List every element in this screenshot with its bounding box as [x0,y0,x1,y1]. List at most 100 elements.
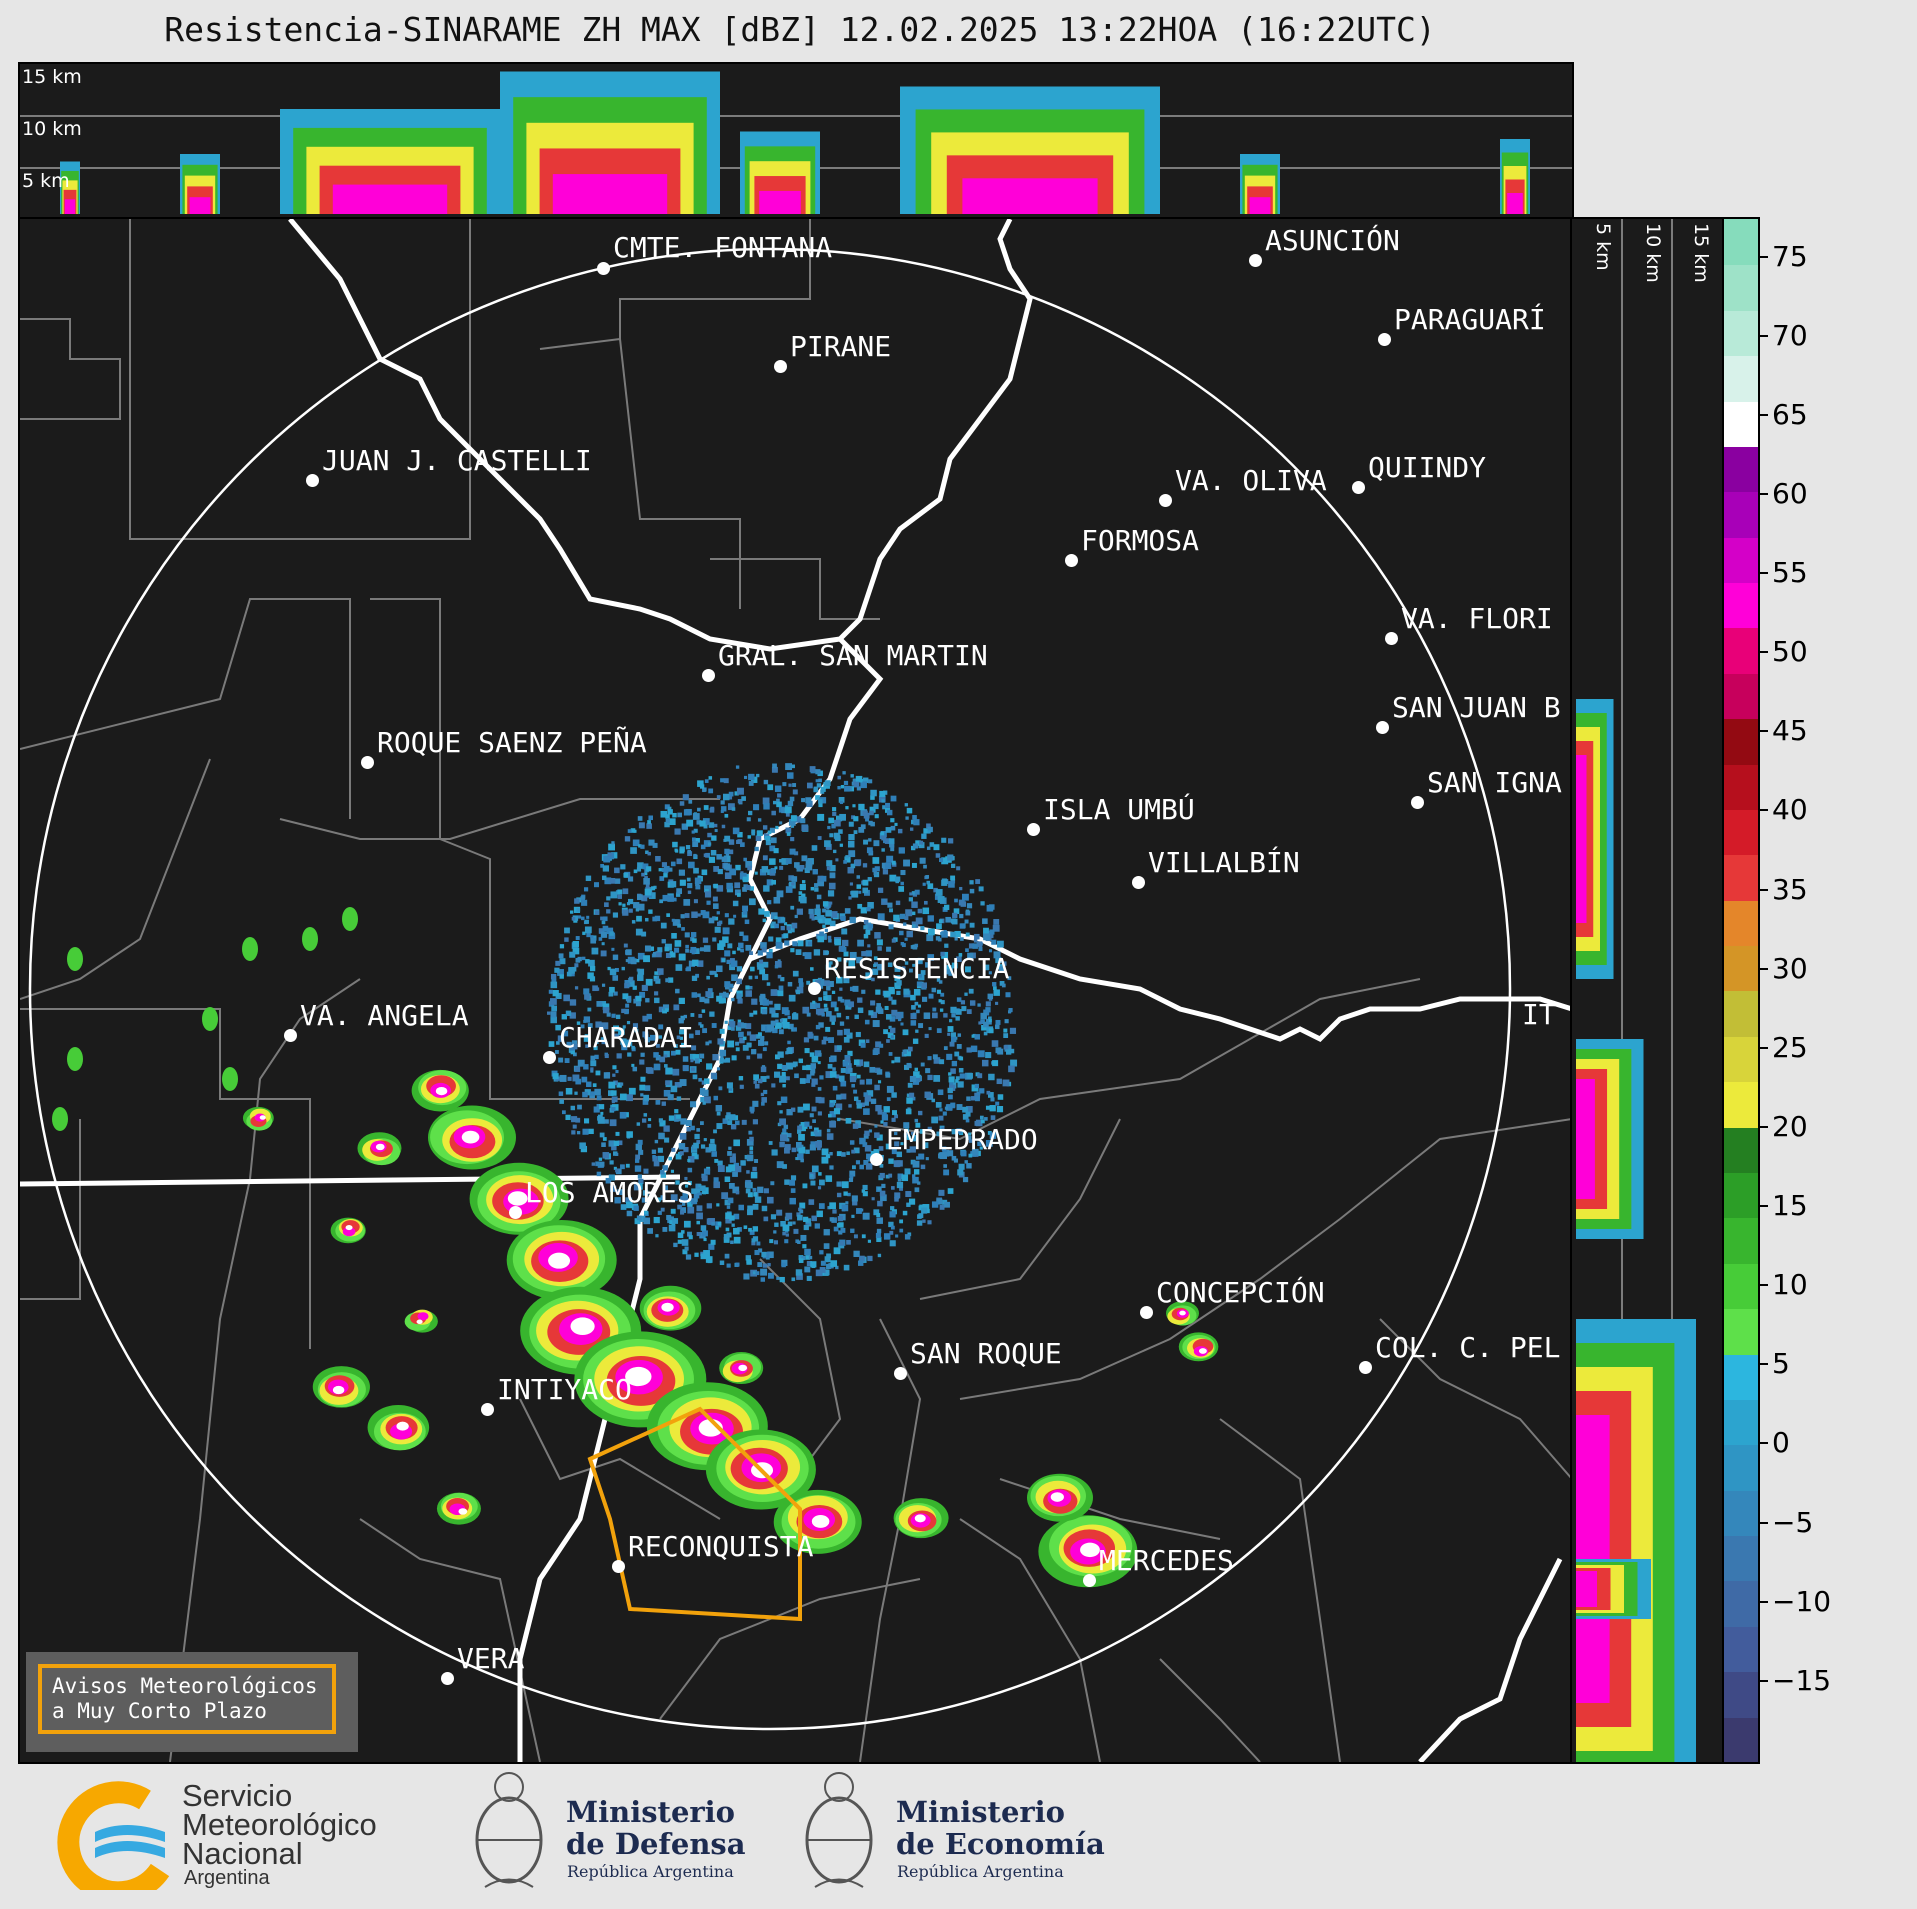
echo-pixel [862,887,869,894]
echo-pixel [558,953,564,959]
city-marker [702,669,715,682]
echo-pixel [727,943,733,949]
echo-pixel [734,889,741,896]
echo-pixel [912,1176,919,1184]
echo-pixel [675,1153,682,1160]
echo-pixel [792,783,797,787]
echo-pixel [855,1031,861,1038]
echo-pixel [677,812,682,818]
echo-pixel [566,971,572,977]
rivers-and-national-borders [20,219,1572,1762]
echo-pixel [554,967,560,973]
echo-pixel [958,899,965,906]
echo-pixel [815,904,820,909]
echo-cell [67,1047,83,1071]
echo-pixel [636,958,640,963]
echo-pixel [967,1135,972,1141]
echo-pixel [745,860,753,868]
echo-pixel [655,1100,661,1105]
echo-pixel [828,817,835,824]
echo-pixel [555,1050,559,1054]
echo-pixel [891,938,896,943]
echo-pixel [737,998,743,1004]
echo-pixel [889,988,895,995]
echo-pixel [743,1273,750,1280]
echo-pixel [839,800,844,805]
echo-pixel [579,1142,586,1150]
echo-pixel [642,1190,649,1196]
echo-pixel [772,766,778,773]
echo-pixel [900,881,904,886]
echo-pixel [757,1186,764,1193]
echo-pixel [897,828,903,834]
echo-pixel [829,920,836,927]
echo-pixel [728,1146,732,1150]
echo-pixel [798,978,804,983]
city-marker [1378,333,1391,346]
echo-pixel [735,1047,740,1052]
warning-legend[interactable]: Avisos Meteorológicos a Muy Corto Plazo [26,1652,358,1752]
echo-pixel [977,1050,985,1058]
echo-pixel [661,1101,666,1106]
echo-pixel [567,1076,572,1081]
echo-pixel [767,1251,774,1259]
echo-pixel [707,842,712,846]
echo-pixel [843,860,847,864]
echo-pixel [950,863,956,869]
echo-pixel [602,1007,610,1014]
echo-pixel [841,1204,849,1212]
echo-pixel [905,1108,912,1115]
echo-pixel [769,827,775,833]
echo-pixel [762,973,769,981]
echo-pixel [657,968,664,975]
echo-pixel [866,1090,874,1097]
echo-pixel [936,1028,942,1034]
echo-pixel [870,1098,877,1104]
echo-pixel [683,899,691,906]
echo-pixel [790,1175,797,1181]
echo-pixel [639,1084,646,1091]
echo-pixel [638,1178,644,1185]
city-marker [1376,721,1389,734]
echo-pixel [706,975,710,980]
echo-pixel [814,1129,822,1137]
echo-pixel [931,1098,936,1103]
echo-pixel [615,1168,619,1173]
echo-pixel [672,897,677,902]
echo-pixel [700,1096,706,1103]
echo-pixel [855,1160,861,1165]
colorbar-segment [1724,1172,1758,1219]
side-xsec-label-15km: 15 km [1690,223,1712,283]
echo-pixel [646,1013,652,1020]
echo-pixel [838,796,845,803]
echo-pixel [833,1226,839,1232]
warning-polygon[interactable] [587,1406,802,1622]
echo-pixel [594,1054,599,1060]
echo-pixel [774,923,779,929]
echo-pixel [939,1008,944,1012]
echo-pixel [717,1165,725,1173]
echo-pixel [566,1041,572,1048]
echo-pixel [818,799,823,804]
colorbar-tick-label: 10 [1772,1268,1808,1302]
echo-pixel [818,1172,822,1176]
echo-pixel [622,993,629,1000]
echo-pixel [974,933,980,940]
echo-pixel [888,1158,894,1164]
echo-pixel [669,951,674,955]
colorbar-tick [1758,967,1768,970]
echo-pixel [805,859,813,867]
echo-pixel [670,1194,678,1202]
radar-map[interactable]: CMTE. FONTANA ASUNCIÓN PARAGUARÍ PIRANE … [18,217,1574,1764]
echo-pixel [941,1126,945,1131]
echo-pixel [871,968,879,975]
echo-pixel [770,1181,775,1186]
echo-pixel [918,1153,925,1160]
echo-pixel [694,1198,698,1202]
echo-pixel [777,959,781,963]
echo-pixel [721,806,727,812]
echo-pixel [609,1119,617,1127]
echo-pixel [614,1197,621,1204]
echo-pixel [758,908,765,915]
echo-pixel [940,951,945,957]
